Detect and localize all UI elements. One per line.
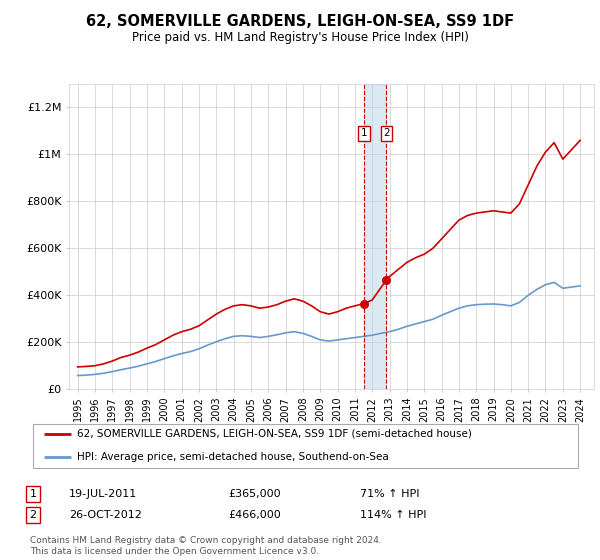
Text: 2: 2: [383, 128, 390, 138]
Text: Contains HM Land Registry data © Crown copyright and database right 2024.
This d: Contains HM Land Registry data © Crown c…: [30, 536, 382, 556]
Point: [359, 299, 369, 308]
Text: 62, SOMERVILLE GARDENS, LEIGH-ON-SEA, SS9 1DF: 62, SOMERVILLE GARDENS, LEIGH-ON-SEA, SS…: [86, 14, 514, 29]
Bar: [364, 84, 386, 389]
Text: HPI: Average price, semi-detached house, Southend-on-Sea: HPI: Average price, semi-detached house,…: [77, 452, 389, 462]
Text: 19-JUL-2011: 19-JUL-2011: [69, 489, 137, 499]
Text: 1: 1: [361, 128, 368, 138]
Text: 71% ↑ HPI: 71% ↑ HPI: [360, 489, 419, 499]
Point: [382, 276, 391, 284]
FancyBboxPatch shape: [33, 423, 578, 468]
Text: 62, SOMERVILLE GARDENS, LEIGH-ON-SEA, SS9 1DF (semi-detached house): 62, SOMERVILLE GARDENS, LEIGH-ON-SEA, SS…: [77, 428, 472, 438]
Text: 26-OCT-2012: 26-OCT-2012: [69, 510, 142, 520]
Text: £365,000: £365,000: [228, 489, 281, 499]
Text: 1: 1: [29, 489, 37, 499]
Text: £466,000: £466,000: [228, 510, 281, 520]
Text: Price paid vs. HM Land Registry's House Price Index (HPI): Price paid vs. HM Land Registry's House …: [131, 31, 469, 44]
Text: 2: 2: [29, 510, 37, 520]
Text: 114% ↑ HPI: 114% ↑ HPI: [360, 510, 427, 520]
